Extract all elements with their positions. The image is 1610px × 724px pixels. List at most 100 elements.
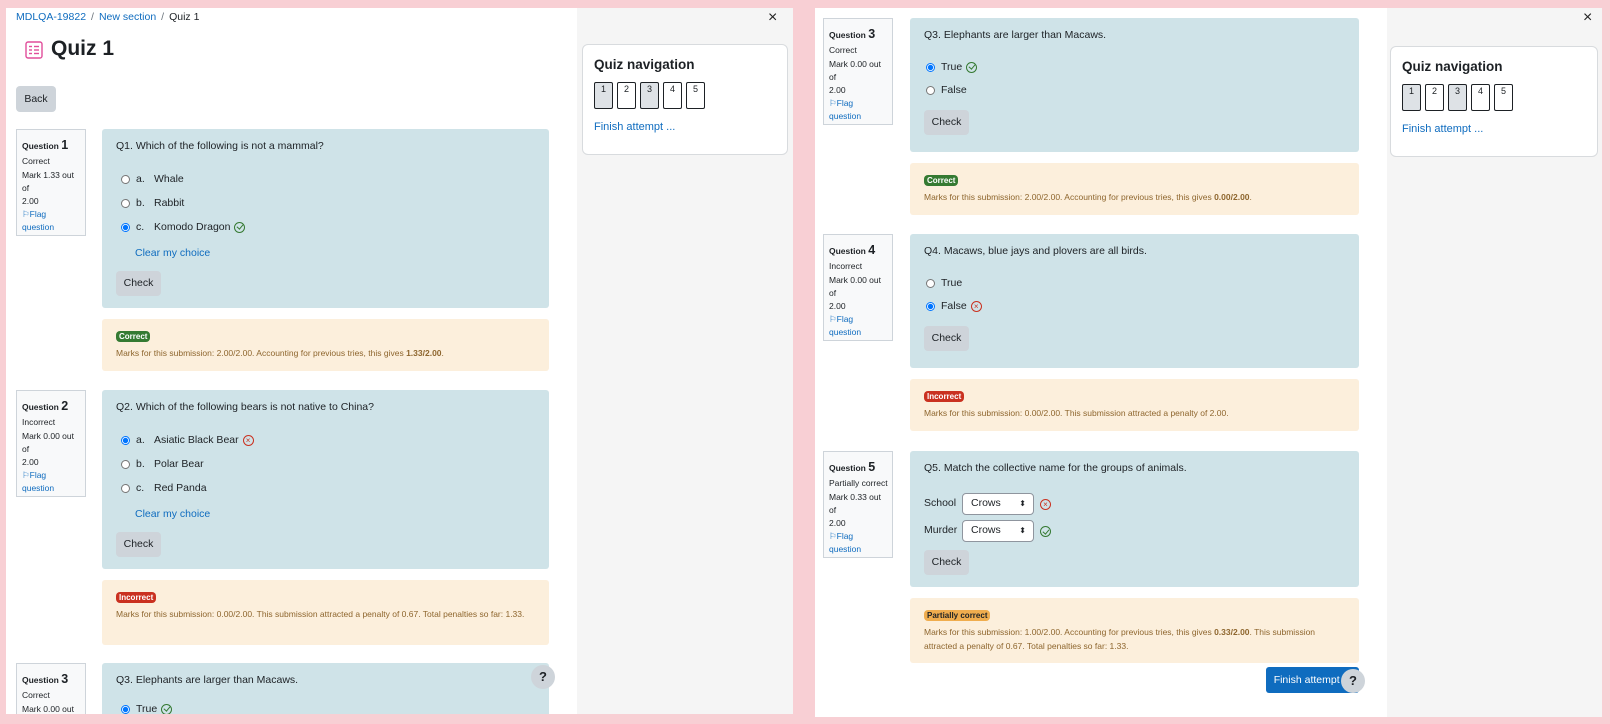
question-box-3: Q3. Elephants are larger than Macaws. Tr… — [102, 663, 549, 714]
question-mark: Mark 0.00 out of 2.00 — [22, 430, 74, 467]
status-badge: Incorrect — [116, 592, 157, 603]
radio-true[interactable] — [926, 62, 935, 72]
clear-choice-link[interactable]: Clear my choice — [135, 247, 211, 259]
nav-question-1[interactable]: 1 — [594, 82, 613, 109]
nav-question-2[interactable]: 2 — [617, 82, 636, 109]
close-icon[interactable]: × — [1583, 9, 1593, 26]
incorrect-x-icon: × — [970, 300, 982, 312]
option-b[interactable]: b. Rabbit — [121, 197, 184, 209]
breadcrumb-section-link[interactable]: New section — [98, 11, 157, 23]
status-badge: Partially correct — [924, 610, 991, 621]
flag-icon: ⚐ — [829, 314, 837, 325]
question-text: Q1. Which of the following is not a mamm… — [116, 140, 324, 152]
flag-question-link[interactable]: ⚐Flag question — [829, 314, 862, 338]
question-mark: Mark 0.00 out of — [22, 703, 74, 714]
option-true[interactable]: True — [121, 703, 173, 714]
radio-true[interactable] — [121, 704, 130, 714]
back-button[interactable]: Back — [16, 86, 56, 112]
flag-icon: ⚐ — [829, 531, 837, 542]
nav-question-3[interactable]: 3 — [1448, 84, 1467, 111]
select-arrows-icon: ⬍ — [1019, 526, 1026, 535]
quiz-navigation-block: Quiz navigation 1 2 3 4 5 Finish attempt… — [1390, 46, 1598, 157]
question-info-2: Question 2 Incorrect Mark 0.00 out of 2.0… — [16, 390, 86, 497]
radio-c[interactable] — [121, 222, 130, 232]
radio-b[interactable] — [121, 459, 130, 469]
option-false[interactable]: False — [926, 84, 967, 96]
radio-c[interactable] — [121, 483, 130, 493]
quiz-navigation-block: Quiz navigation 1 2 3 4 5 Finish attempt… — [582, 44, 788, 155]
match-select-murder[interactable]: Crows ⬍ — [962, 520, 1034, 542]
radio-b[interactable] — [121, 198, 130, 208]
page-title: Quiz 1 — [51, 37, 115, 60]
quiz-nav-drawer: × Quiz navigation 1 2 3 4 5 Finish attem… — [1387, 8, 1602, 717]
incorrect-x-icon: × — [1040, 499, 1051, 510]
nav-question-5[interactable]: 5 — [1494, 84, 1513, 111]
feedback-text: Marks for this submission: 0.00/2.00. Th… — [116, 609, 525, 619]
option-true[interactable]: True — [926, 61, 978, 73]
match-select-school[interactable]: Crows ⬍ — [962, 493, 1034, 515]
question-state: Correct — [22, 156, 50, 167]
flag-question-link[interactable]: ⚐Flag question — [829, 531, 862, 555]
nav-question-5[interactable]: 5 — [686, 82, 705, 109]
status-badge: Correct — [924, 175, 959, 186]
help-button[interactable]: ? — [1341, 669, 1365, 693]
radio-a[interactable] — [121, 435, 130, 445]
clear-choice-link[interactable]: Clear my choice — [135, 508, 211, 520]
nav-question-2[interactable]: 2 — [1425, 84, 1444, 111]
question-info-1: Question 1 Correct Mark 1.33 out of 2.00 … — [16, 129, 86, 236]
feedback-text: Marks for this submission: 0.00/2.00. Th… — [924, 408, 1229, 418]
match-label-murder: Murder — [924, 524, 958, 536]
feedback-box-4: Incorrect Marks for this submission: 0.0… — [910, 379, 1359, 431]
question-info-3: Question 3 Correct Mark 0.00 out of — [16, 663, 86, 714]
quiz-icon — [25, 41, 43, 59]
nav-title: Quiz navigation — [594, 57, 695, 72]
option-a[interactable]: a. Asiatic Black Bear × — [121, 434, 254, 446]
feedback-box-1: Correct Marks for this submission: 2.00/… — [102, 319, 549, 371]
question-number: Question 1 — [22, 138, 69, 152]
check-button[interactable]: Check — [924, 110, 969, 135]
help-button[interactable]: ? — [531, 665, 555, 689]
radio-true[interactable] — [926, 278, 935, 288]
check-button[interactable]: Check — [116, 271, 161, 296]
option-b[interactable]: b. Polar Bear — [121, 458, 204, 470]
option-c[interactable]: c. Red Panda — [121, 482, 207, 494]
check-button[interactable]: Check — [116, 532, 161, 557]
question-box-2: Q2. Which of the following bears is not … — [102, 390, 549, 569]
nav-question-3[interactable]: 3 — [640, 82, 659, 109]
nav-question-4[interactable]: 4 — [663, 82, 682, 109]
option-false[interactable]: False × — [926, 300, 982, 312]
close-icon[interactable]: × — [768, 9, 778, 26]
flag-icon: ⚐ — [22, 209, 30, 220]
question-info-3: Question 3 Correct Mark 0.00 out of 2.00 … — [823, 18, 893, 125]
radio-false[interactable] — [926, 85, 935, 95]
option-true[interactable]: True — [926, 277, 962, 289]
finish-attempt-link[interactable]: Finish attempt ... — [594, 121, 676, 133]
question-mark: Mark 1.33 out of 2.00 — [22, 169, 74, 206]
check-button[interactable]: Check — [924, 550, 969, 575]
radio-a[interactable] — [121, 174, 130, 184]
correct-check-icon — [966, 61, 978, 73]
question-text: Q3. Elephants are larger than Macaws. — [924, 29, 1107, 41]
question-box-3: Q3. Elephants are larger than Macaws. Tr… — [910, 18, 1359, 152]
flag-question-link[interactable]: ⚐Flag question — [22, 209, 55, 233]
flag-question-link[interactable]: ⚐Flag question — [829, 98, 862, 122]
question-number: Question 3 — [829, 27, 876, 41]
question-info-5: Question 5 Partially correct Mark 0.33 o… — [823, 451, 893, 558]
question-state: Incorrect — [829, 261, 863, 272]
question-number: Question 4 — [829, 243, 876, 257]
question-info-4: Question 4 Incorrect Mark 0.00 out of 2.0… — [823, 234, 893, 341]
finish-attempt-link[interactable]: Finish attempt ... — [1402, 123, 1484, 135]
left-window: MDLQA-19822/New section / Quiz 1 Quiz 1 Ba… — [6, 8, 793, 714]
option-c[interactable]: c. Komodo Dragon — [121, 221, 246, 233]
breadcrumb-course-link[interactable]: MDLQA-19822 — [16, 11, 87, 23]
question-state: Partially correct — [829, 478, 888, 489]
nav-question-4[interactable]: 4 — [1471, 84, 1490, 111]
flag-question-link[interactable]: ⚐Flag question — [22, 470, 55, 494]
option-a[interactable]: a. Whale — [121, 173, 184, 185]
radio-false[interactable] — [926, 301, 935, 311]
nav-question-1[interactable]: 1 — [1402, 84, 1421, 111]
feedback-box-3: Correct Marks for this submission: 2.00/… — [910, 163, 1359, 215]
breadcrumb-current: Quiz 1 — [169, 11, 200, 23]
check-button[interactable]: Check — [924, 326, 969, 351]
nav-buttons: 1 2 3 4 5 — [594, 82, 705, 109]
